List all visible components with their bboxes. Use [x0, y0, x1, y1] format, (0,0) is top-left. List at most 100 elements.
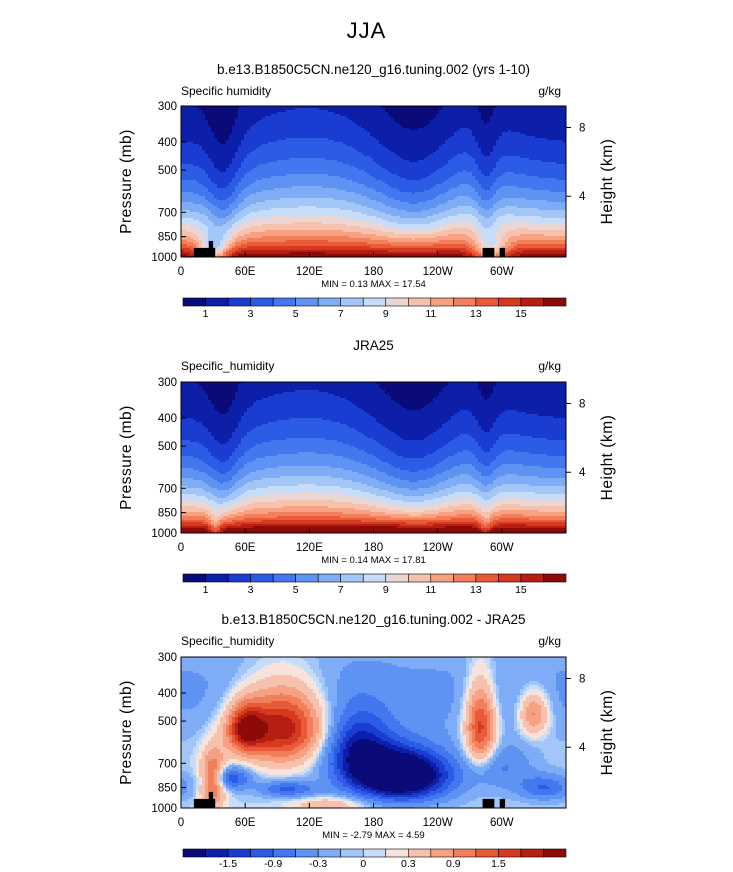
colorbar-swatch — [362, 848, 387, 858]
colorbar-label: 15 — [515, 308, 527, 320]
colorbar-swatch — [317, 848, 342, 858]
height-tick-label: 4 — [579, 742, 586, 754]
xtick-label: 60W — [490, 542, 514, 554]
colorbar-swatch — [182, 848, 206, 858]
panel-field — [181, 657, 566, 808]
figure-suptitle: JJA — [0, 18, 733, 44]
colorbar-swatch — [272, 297, 296, 307]
xtick-label: 120E — [296, 266, 323, 278]
height-tick-label: 8 — [579, 398, 585, 410]
colorbar-swatch — [362, 297, 387, 307]
xtick-label: 0 — [178, 266, 184, 278]
colorbar-swatch — [475, 573, 499, 583]
ylabel: Pressure (mb) — [118, 680, 135, 785]
ylabel: Pressure (mb) — [118, 405, 135, 510]
colorbar-swatch — [295, 297, 319, 307]
colorbar: 1 3 5 7 9 11 13 15 — [182, 573, 567, 596]
colorbar-swatch — [317, 297, 342, 307]
colorbar-swatch — [520, 848, 544, 858]
colorbar-swatch — [385, 573, 409, 583]
colorbar-swatch — [407, 297, 432, 307]
colorbar: -1.5 -0.9 -0.3 0 0.3 0.9 1.5 — [182, 848, 567, 870]
ytick-label: 500 — [158, 716, 177, 728]
colorbar-label: 13 — [470, 308, 482, 320]
topography-mask — [482, 798, 495, 808]
colorbar-swatch — [498, 573, 522, 583]
colorbar-label: 11 — [425, 308, 436, 320]
colorbar-label: 0.3 — [401, 858, 416, 870]
xtick-label: 60W — [490, 266, 514, 278]
colorbar-swatch — [295, 573, 319, 583]
ytick-label: 1000 — [151, 252, 177, 264]
colorbar-swatch — [340, 848, 364, 858]
colorbar-swatch — [543, 573, 567, 583]
colorbar-label: 9 — [383, 308, 389, 320]
colorbar-swatch — [227, 297, 251, 307]
panel-title: JRA25 — [353, 338, 394, 353]
panel-field — [181, 106, 566, 257]
colorbar-swatch — [498, 297, 522, 307]
colorbar-swatch — [453, 573, 477, 583]
topography-mask — [499, 247, 506, 257]
panel-right-label: g/kg — [538, 84, 561, 98]
ylabel: Pressure (mb) — [118, 129, 135, 234]
panel-right-label: g/kg — [538, 359, 561, 373]
colorbar-label: 3 — [248, 308, 254, 320]
colorbar-swatch — [340, 297, 364, 307]
colorbar-label: 5 — [293, 584, 299, 596]
colorbar-swatch — [205, 573, 229, 583]
ylabel-right: Height (km) — [599, 690, 616, 776]
ylabel-right: Height (km) — [599, 139, 616, 225]
colorbar-label: 11 — [425, 584, 436, 596]
colorbar-swatch — [205, 297, 229, 307]
colorbar-swatch — [407, 573, 432, 583]
colorbar-label: 13 — [470, 584, 482, 596]
colorbar-swatch — [453, 848, 477, 858]
topography-mask — [193, 247, 216, 257]
ytick-label: 300 — [158, 377, 177, 389]
panel-left-label: Specific_humidity — [181, 634, 274, 648]
colorbar-swatch — [340, 573, 364, 583]
colorbar-swatch — [295, 848, 319, 858]
colorbar-swatch — [543, 297, 567, 307]
ytick-label: 1000 — [151, 528, 177, 540]
ytick-label: 700 — [158, 758, 177, 770]
colorbar-label: -0.9 — [264, 858, 282, 870]
panel-right-label: g/kg — [538, 634, 561, 648]
xtick-label: 60E — [235, 266, 256, 278]
colorbar-swatch — [498, 848, 522, 858]
ytick-label: 500 — [158, 165, 177, 177]
ytick-label: 1000 — [151, 803, 177, 815]
panel-field — [181, 382, 566, 533]
colorbar-label: 5 — [293, 308, 299, 320]
topography-mask — [208, 240, 214, 257]
xtick-label: 120E — [296, 817, 323, 829]
colorbar-label: -0.3 — [309, 858, 327, 870]
colorbar-swatch — [385, 848, 409, 858]
colorbar-swatch — [430, 297, 454, 307]
colorbar-label: 1.5 — [491, 858, 506, 870]
height-tick-label: 8 — [579, 673, 585, 685]
min-max-stats: MIN = 0.14 MAX = 17.81 — [321, 555, 426, 566]
colorbar-label: -1.5 — [219, 858, 237, 870]
colorbar-swatch — [227, 573, 251, 583]
xtick-label: 180 — [364, 266, 383, 278]
colorbar-swatch — [407, 848, 432, 858]
panel-title: b.e13.B1850C5CN.ne120_g16.tuning.002 (yr… — [217, 62, 530, 77]
panel-left-label: Specific humidity — [181, 84, 271, 98]
xtick-label: 120W — [423, 266, 453, 278]
colorbar-swatch — [272, 848, 296, 858]
colorbar-swatch — [272, 573, 296, 583]
colorbar-swatch — [317, 573, 342, 583]
xtick-label: 0 — [178, 817, 184, 829]
colorbar-label: 7 — [338, 584, 344, 596]
ytick-label: 400 — [158, 137, 177, 149]
min-max-stats: MIN = 0.13 MAX = 17.54 — [321, 279, 426, 290]
colorbar-swatch — [250, 297, 274, 307]
colorbar-swatch — [475, 848, 499, 858]
xtick-label: 60W — [490, 817, 514, 829]
colorbar-label: 1 — [203, 584, 209, 596]
colorbar-swatch — [520, 297, 544, 307]
